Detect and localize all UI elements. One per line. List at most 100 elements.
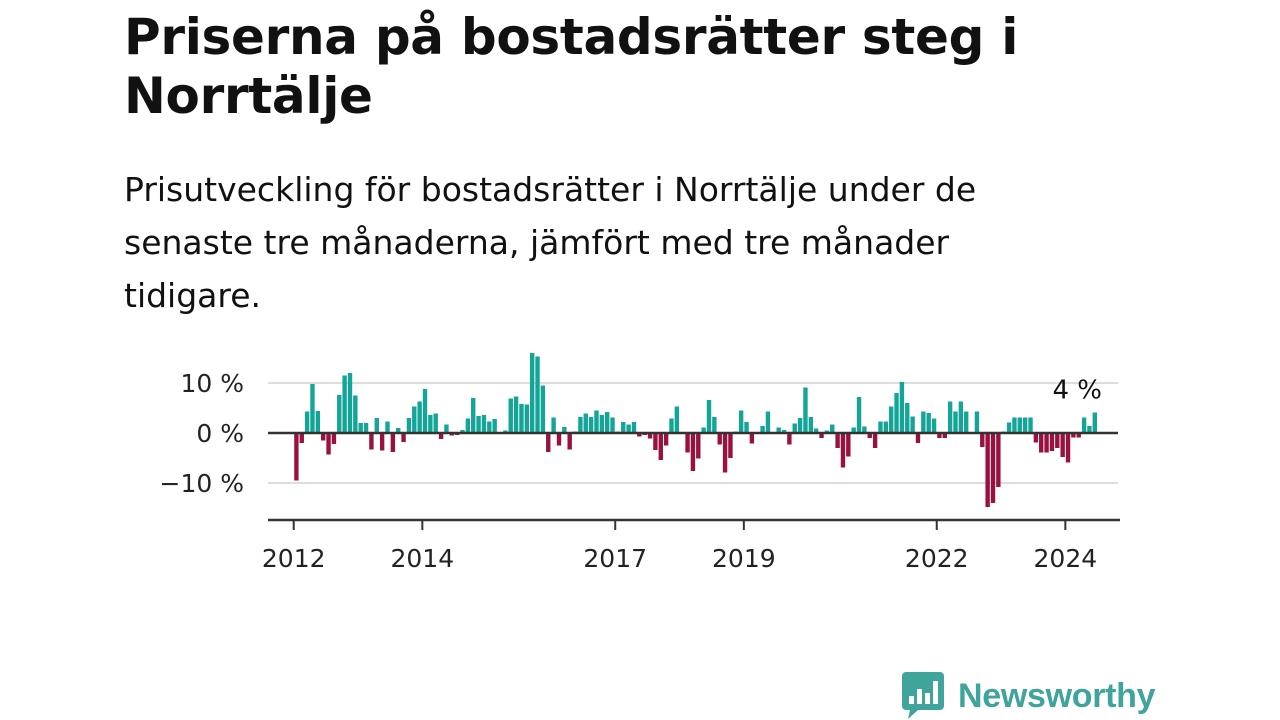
bar [546, 433, 551, 452]
bar [926, 413, 931, 433]
axes [268, 431, 1120, 530]
bar [492, 419, 497, 433]
bar [1049, 433, 1055, 451]
bar [1017, 417, 1022, 433]
bar [958, 401, 964, 433]
bar [626, 424, 631, 433]
y-tick-label: 10 % [180, 369, 244, 398]
page-subtitle: Prisutveckling för bostadsrätter i Norrt… [124, 170, 977, 315]
bar [406, 418, 412, 433]
bar [465, 418, 471, 433]
bar [674, 406, 680, 433]
bar [947, 401, 953, 433]
x-tick-label: 2017 [583, 544, 647, 573]
bar [856, 397, 862, 433]
bar [588, 417, 594, 433]
bar [1033, 433, 1039, 443]
bar [894, 393, 899, 433]
bar [567, 433, 572, 450]
bar [862, 426, 867, 433]
bar [706, 400, 712, 433]
bar [872, 433, 878, 448]
bar [524, 404, 530, 433]
bar [562, 427, 567, 433]
bar [647, 433, 653, 439]
bar [883, 421, 889, 433]
bar [1092, 412, 1098, 433]
newsworthy-logo: Newsworthy [902, 672, 1156, 720]
bar [819, 433, 824, 438]
bar [953, 411, 958, 433]
bar [781, 430, 787, 433]
y-tick-label: −10 % [160, 469, 244, 498]
bar [374, 418, 379, 433]
labels: 10 % 0 % −10 % 2012 2014 2017 2019 2022 2024 4 % [160, 369, 1102, 573]
bar [696, 433, 701, 459]
bar [931, 418, 937, 433]
bar [481, 415, 487, 433]
bar [331, 433, 337, 444]
bar [830, 424, 835, 433]
bar [937, 433, 942, 438]
bar [379, 433, 385, 451]
bar [369, 433, 374, 450]
bar [438, 433, 444, 439]
bar [529, 353, 535, 433]
bar [1006, 422, 1012, 433]
bar [637, 433, 642, 437]
bar [390, 433, 396, 452]
bar [851, 427, 856, 433]
bar [658, 433, 663, 460]
bar [594, 410, 599, 433]
bar [358, 423, 363, 433]
bar [304, 411, 310, 433]
bar [401, 433, 406, 442]
bar [690, 433, 696, 471]
bar [797, 418, 803, 433]
bar [990, 433, 996, 503]
bar [353, 395, 358, 433]
bar [460, 430, 465, 433]
bar [765, 411, 771, 433]
bar [813, 428, 819, 433]
bar [701, 427, 706, 433]
bar [808, 417, 814, 433]
bar [422, 389, 428, 433]
bar [433, 413, 438, 433]
bar [653, 433, 658, 450]
bar [878, 421, 883, 433]
bar [337, 395, 342, 433]
bar [1022, 417, 1028, 433]
bar [985, 433, 990, 507]
bar [1012, 417, 1017, 433]
bars [294, 353, 1098, 507]
bar [326, 433, 331, 455]
bar [347, 373, 353, 433]
chart-bubble-icon [902, 672, 944, 719]
bar [803, 387, 808, 433]
bar [1065, 433, 1071, 463]
bar [1081, 417, 1087, 433]
y-tick-label: 0 % [196, 419, 244, 448]
bar [899, 382, 905, 433]
bar [889, 406, 894, 433]
bar [980, 433, 985, 447]
bar [915, 433, 921, 443]
bar [712, 417, 717, 433]
bar [921, 411, 926, 433]
bar [412, 406, 417, 433]
bar [835, 433, 840, 448]
bar [685, 433, 690, 453]
bar [605, 412, 610, 433]
bar [513, 396, 519, 433]
bar [792, 423, 797, 433]
bar [444, 424, 449, 433]
bar [621, 422, 626, 433]
bar [749, 433, 755, 444]
bar [942, 433, 947, 438]
bar [840, 433, 846, 468]
bar [776, 427, 781, 433]
bar [599, 415, 605, 433]
last-value-label: 4 % [1052, 376, 1102, 406]
